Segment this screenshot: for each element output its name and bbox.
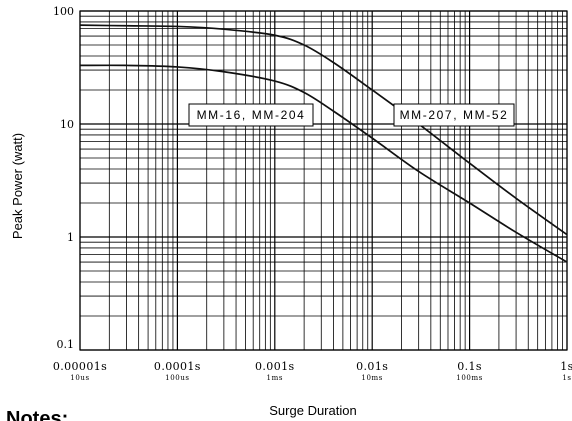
y-tick-label: 100 [53,5,74,18]
grid-major [79,10,568,351]
y-axis-label: Peak Power (watt) [10,133,25,239]
x-tick-label: 0.01s [356,360,388,373]
series-line-0 [79,24,568,236]
x-tick-sublabel: 10ms [361,374,383,382]
x-tick-sublabel: 1ms [267,374,283,382]
notes-heading: Notes: [6,408,68,421]
x-tick-label: 0.001s [255,360,295,373]
y-tick-label: 10 [60,118,74,131]
y-tick-label: 0.1 [57,338,75,351]
x-tick-sublabel: 1s [562,374,571,382]
callout-box [393,103,515,127]
x-tick-label: 0.0001s [154,360,201,373]
grid-minor-vertical [108,11,563,350]
plot-frame [79,10,568,351]
grid-minor-horizontal [80,15,567,317]
x-tick-labels: 0.00001s10us0.0001s100us0.001s1ms0.01s10… [53,360,572,382]
x-tick-label: 1s [560,360,572,373]
callout-layer: MM-16, MM-204 MM-207, MM-52 [188,103,515,127]
callout-box [188,103,314,127]
callout-label: MM-16, MM-204 [197,108,306,122]
x-axis-label: Surge Duration [269,403,356,418]
y-tick-label: 1 [67,231,74,244]
x-tick-label: 0.00001s [53,360,107,373]
x-tick-sublabel: 10us [70,374,89,382]
series-layer [79,24,568,263]
x-tick-sublabel: 100ms [456,374,483,382]
x-tick-sublabel: 100us [165,374,189,382]
x-tick-label: 0.1s [457,360,482,373]
series-line-1 [79,64,568,263]
callout-label: MM-207, MM-52 [400,108,509,122]
y-tick-labels: 0.1 1 10 100 [53,5,74,351]
